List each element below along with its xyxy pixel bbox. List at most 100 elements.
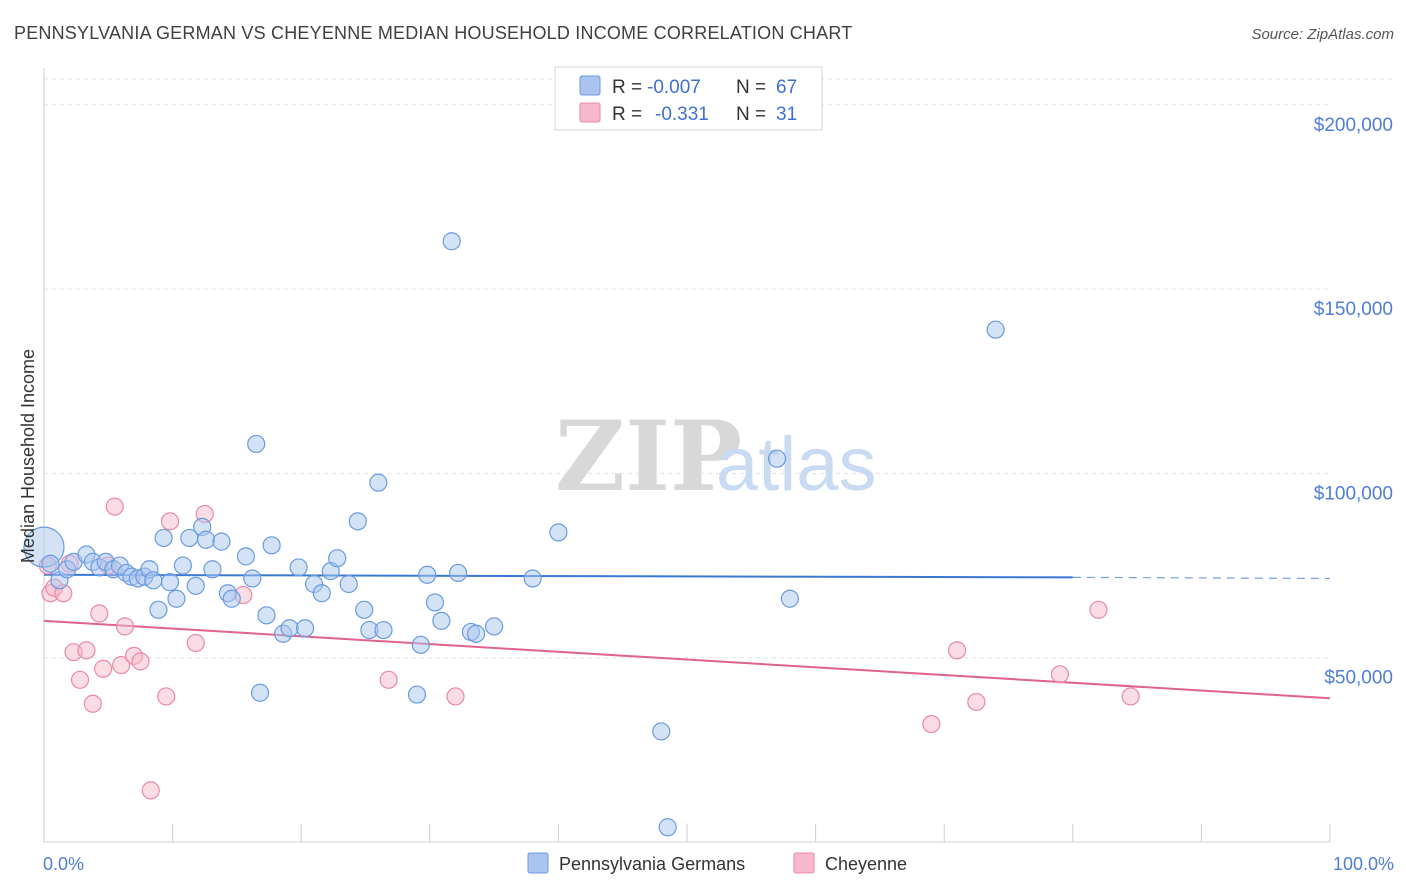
gridlines (44, 78, 1394, 659)
point-cheyenne-20 (186, 633, 205, 653)
point-pennsylvania-germans-30 (236, 547, 256, 566)
y-tick-labels: $50,000 $100,000 $150,000 $200,000 (1314, 115, 1393, 689)
legend-r-value-blue: -0.007 (647, 77, 701, 98)
point-pennsylvania-germans-40 (312, 584, 331, 603)
trend-line-pennsylvania-germans-extension (1072, 576, 1331, 580)
point-cheyenne-25 (922, 714, 941, 734)
point-pennsylvania-germans-29 (222, 589, 241, 608)
point-pennsylvania-germans-26 (203, 560, 222, 579)
point-cheyenne-28 (1050, 665, 1070, 684)
point-pennsylvania-germans-47 (369, 473, 388, 492)
point-pennsylvania-germans-45 (355, 600, 374, 619)
point-pennsylvania-germans-57 (466, 624, 486, 643)
legend-r-label-pink: R = (612, 104, 642, 125)
point-cheyenne-29 (1089, 600, 1108, 619)
legend-swatch-blue (579, 75, 601, 96)
point-cheyenne-18 (157, 687, 176, 706)
point-cheyenne-16 (131, 652, 150, 671)
point-pennsylvania-germans-20 (167, 589, 186, 608)
point-pennsylvania-germans-66 (247, 434, 266, 454)
chart-title: PENNSYLVANIA GERMAN VS CHEYENNE MEDIAN H… (14, 23, 852, 43)
point-pennsylvania-germans-64 (780, 589, 799, 608)
y-axis-label: Median Household Income (18, 349, 38, 563)
point-pennsylvania-germans-51 (418, 565, 437, 584)
point-pennsylvania-germans-65 (986, 320, 1005, 339)
legend-n-label-blue: N = (736, 77, 766, 98)
axes (43, 68, 1331, 843)
point-cheyenne-12 (105, 497, 124, 516)
point-pennsylvania-germans-38 (295, 619, 315, 638)
point-pennsylvania-germans-49 (407, 685, 427, 704)
point-cheyenne-9 (90, 604, 109, 623)
trend-line-cheyenne (43, 619, 1331, 700)
point-pennsylvania-germans-36 (280, 619, 299, 638)
series-legend-swatch-blue (527, 852, 549, 874)
point-pennsylvania-germans-31 (243, 569, 262, 588)
series-legend-label-blue: Pennsylvania Germans (559, 854, 745, 874)
point-pennsylvania-germans-42 (328, 549, 347, 568)
point-pennsylvania-germans-27 (212, 532, 231, 551)
point-cheyenne-23 (379, 670, 398, 689)
series-legend-swatch-pink (793, 852, 815, 874)
point-cheyenne-26 (947, 641, 967, 660)
point-pennsylvania-germans-34 (262, 536, 281, 555)
legend-r-value-pink: -0.331 (655, 104, 709, 125)
point-pennsylvania-germans-55 (448, 563, 468, 583)
y-tick-label-3: $200,000 (1314, 115, 1393, 136)
point-cheyenne-24 (446, 687, 465, 706)
point-pennsylvania-germans-25 (196, 530, 216, 549)
point-pennsylvania-germans-59 (523, 569, 542, 588)
scatter-points (23, 232, 1140, 837)
point-pennsylvania-germans-32 (250, 683, 270, 702)
point-pennsylvania-germans-1 (41, 554, 60, 573)
point-pennsylvania-germans-53 (432, 611, 451, 630)
point-pennsylvania-germans-61 (652, 722, 671, 741)
point-cheyenne-27 (967, 692, 986, 712)
point-pennsylvania-germans-33 (257, 606, 276, 625)
point-cheyenne-30 (1121, 687, 1140, 706)
point-pennsylvania-germans-52 (425, 593, 445, 612)
legend-n-value-pink: 31 (776, 104, 797, 125)
point-cheyenne-19 (160, 512, 180, 531)
point-pennsylvania-germans-43 (339, 574, 358, 594)
series-legend-label-pink: Cheyenne (825, 854, 907, 874)
point-pennsylvania-germans-19 (160, 573, 180, 592)
point-cheyenne-13 (112, 655, 131, 675)
watermark-atlas: atlas (716, 422, 877, 507)
point-cheyenne-14 (115, 617, 135, 636)
x-tick-label-max: 100.0% (1333, 854, 1394, 874)
point-cheyenne-8 (83, 694, 102, 713)
point-pennsylvania-germans-54 (442, 232, 461, 251)
series-legend: Pennsylvania Germans Cheyenne (527, 852, 907, 874)
watermark-zip: ZIP (555, 400, 742, 513)
point-pennsylvania-germans-50 (411, 635, 430, 654)
x-tick-label-min: 0.0% (43, 854, 84, 874)
point-pennsylvania-germans-62 (658, 818, 677, 837)
y-tick-label-2: $150,000 (1314, 299, 1393, 320)
legend-n-label-pink: N = (736, 104, 766, 125)
point-pennsylvania-germans-18 (154, 528, 173, 548)
point-pennsylvania-germans-17 (149, 600, 168, 619)
y-tick-label-0: $50,000 (1324, 668, 1393, 689)
point-pennsylvania-germans-48 (374, 620, 393, 640)
point-cheyenne-17 (141, 781, 160, 800)
point-pennsylvania-germans-60 (549, 523, 568, 542)
point-pennsylvania-germans-44 (348, 512, 367, 531)
point-pennsylvania-germans-58 (485, 617, 504, 636)
y-tick-label-1: $100,000 (1314, 483, 1393, 504)
legend-swatch-pink (579, 102, 601, 123)
point-cheyenne-6 (70, 670, 90, 689)
point-pennsylvania-germans-16 (144, 571, 163, 590)
trend-line-pennsylvania-germans (43, 573, 1073, 579)
point-cheyenne-10 (94, 659, 113, 678)
watermark: ZIP atlas (555, 400, 877, 513)
point-pennsylvania-germans-23 (186, 576, 205, 595)
stats-legend: R = -0.007 N = 67 R = -0.331 N = 31 (554, 66, 823, 131)
point-pennsylvania-germans-21 (173, 556, 192, 575)
chart-source: Source: ZipAtlas.com (1251, 26, 1394, 43)
point-cheyenne-7 (77, 641, 96, 660)
legend-r-label-blue: R = (612, 77, 642, 98)
point-pennsylvania-germans-63 (767, 449, 787, 468)
legend-n-value-blue: 67 (776, 77, 797, 98)
